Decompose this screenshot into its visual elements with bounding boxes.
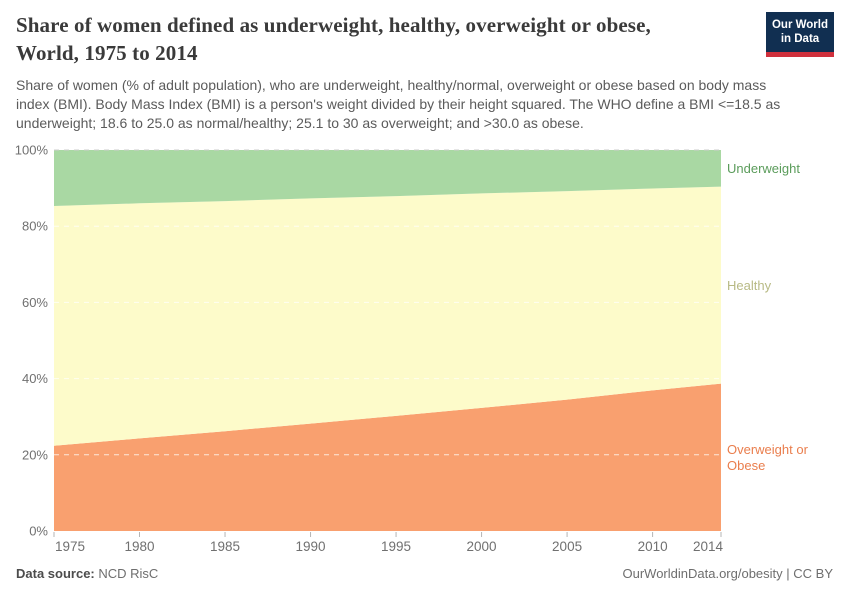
area-healthy[interactable] xyxy=(54,186,721,446)
data-source-label: Data source: xyxy=(16,566,95,581)
chart-subtitle: Share of women (% of adult population), … xyxy=(16,76,834,133)
credit-link[interactable]: OurWorldinData.org/obesity | CC BY xyxy=(622,566,834,581)
title-line-1: Share of women defined as underweight, h… xyxy=(16,13,651,37)
x-tick-label-2010: 2010 xyxy=(638,539,668,554)
chart-canvas: 0% 20% 40% 60% 80% 100% 1975 1980 1985 1990 1995 20… xyxy=(15,143,724,555)
y-tick-label-40: 40% xyxy=(22,371,48,386)
subtitle-line-1: Share of women (% of adult population), … xyxy=(16,76,767,93)
area-underweight[interactable] xyxy=(54,150,721,206)
legend-label-overweight-or-obese[interactable]: Overweight or Obese xyxy=(727,442,845,474)
x-tick-label-1980: 1980 xyxy=(124,539,154,554)
x-tick-label-1975: 1975 xyxy=(55,539,85,554)
y-tick-label-100: 100% xyxy=(15,143,49,158)
owid-logo-line-2: in Data xyxy=(780,33,820,46)
data-source-value: NCD RisC xyxy=(94,566,159,581)
y-tick-label-80: 80% xyxy=(22,219,48,234)
owid-logo-line-1: Our World xyxy=(771,19,828,31)
x-tick-label-1990: 1990 xyxy=(296,539,326,554)
y-tick-label-60: 60% xyxy=(22,295,48,310)
legend-label-line: Underweight xyxy=(727,161,800,177)
x-tick-label-2014: 2014 xyxy=(693,539,724,554)
chart-footer: Data source: NCD RisC OurWorldinData.org… xyxy=(16,566,833,581)
legend-label-line: Healthy xyxy=(727,278,772,294)
x-tick-label-1995: 1995 xyxy=(381,539,411,554)
data-source: Data source: NCD RisC xyxy=(16,566,158,581)
y-tick-label-20: 20% xyxy=(22,447,48,462)
area-overweight-or-obese[interactable] xyxy=(54,383,721,531)
stacked-area-chart: 0% 20% 40% 60% 80% 100% 1975 1980 1985 1990 1995 20… xyxy=(0,140,850,560)
x-tick-label-1985: 1985 xyxy=(210,539,240,554)
x-tick-label-2000: 2000 xyxy=(467,539,497,554)
chart-header: Share of women defined as underweight, h… xyxy=(16,12,834,133)
legend-label-line: Overweight or xyxy=(727,442,808,458)
legend-label-underweight[interactable]: Underweight xyxy=(727,161,845,177)
owid-logo[interactable]: Our World in Data xyxy=(766,12,834,57)
subtitle-line-3: underweight; 18.6 to 25.0 as normal/heal… xyxy=(16,114,584,131)
page-title: Share of women defined as underweight, h… xyxy=(16,12,834,68)
legend-label-healthy[interactable]: Healthy xyxy=(727,278,845,294)
y-tick-label-0: 0% xyxy=(29,524,48,539)
legend-label-line: Obese xyxy=(727,458,766,474)
x-tick-label-2005: 2005 xyxy=(552,539,582,554)
title-line-2: World, 1975 to 2014 xyxy=(16,40,198,65)
subtitle-line-2: index (BMI). Body Mass Index (BMI) is a … xyxy=(16,95,781,112)
